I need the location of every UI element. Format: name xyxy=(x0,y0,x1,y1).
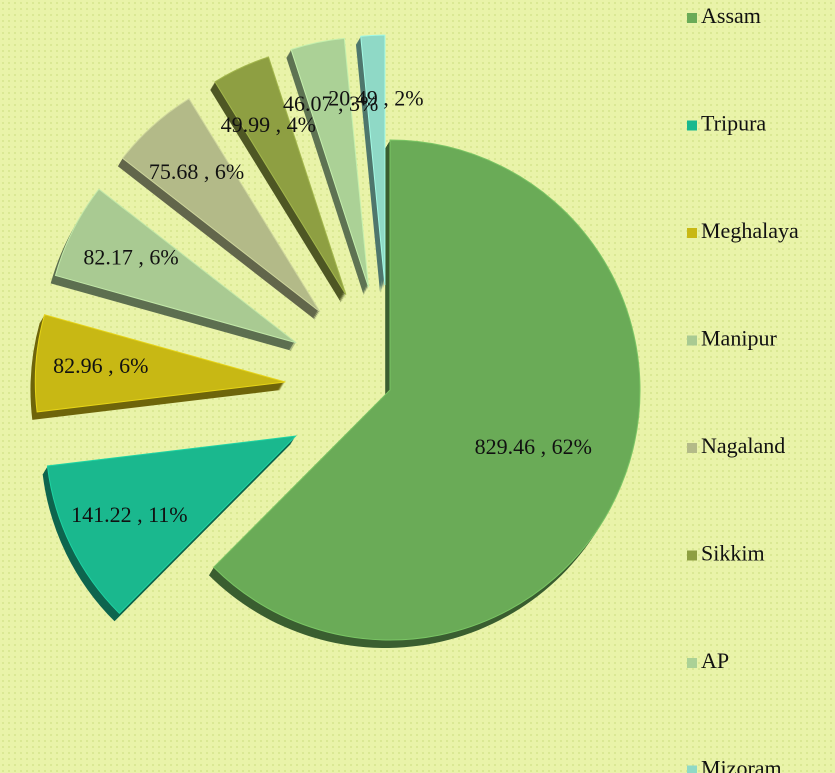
data-label: 82.17 , 6% xyxy=(83,245,178,270)
data-label: 49.99 , 4% xyxy=(221,112,316,137)
legend-label: Assam xyxy=(701,3,761,28)
legend-swatch xyxy=(687,443,697,453)
data-label: 829.46 , 62% xyxy=(475,434,592,459)
data-label: 82.96 , 6% xyxy=(53,353,148,378)
legend-swatch xyxy=(687,13,697,23)
legend-label: Sikkim xyxy=(701,541,765,566)
legend-swatch xyxy=(687,658,697,668)
slice xyxy=(34,314,286,413)
legend-label: Tripura xyxy=(701,111,766,136)
legend-label: Manipur xyxy=(701,326,777,351)
slice xyxy=(212,139,641,641)
data-label: 46.07 , 3% xyxy=(283,91,378,116)
slice xyxy=(360,34,386,286)
data-label: 20.49 , 2% xyxy=(328,85,423,110)
legend-swatch xyxy=(687,335,697,346)
legend-swatch xyxy=(687,120,697,131)
legend-label: Nagaland xyxy=(701,433,785,458)
slice xyxy=(290,37,370,288)
data-label: 141.22 , 11% xyxy=(71,502,188,527)
legend-swatch xyxy=(687,550,697,561)
legend-swatch xyxy=(687,765,697,773)
legend-label: Meghalaya xyxy=(701,218,799,243)
slice xyxy=(46,435,298,615)
slice xyxy=(214,56,347,295)
slice xyxy=(121,98,321,313)
data-label: 75.68 , 6% xyxy=(149,159,244,184)
slice xyxy=(54,188,297,344)
legend-label: AP xyxy=(701,648,729,673)
legend-swatch xyxy=(687,228,697,238)
legend-label: Mizoram xyxy=(701,756,782,773)
